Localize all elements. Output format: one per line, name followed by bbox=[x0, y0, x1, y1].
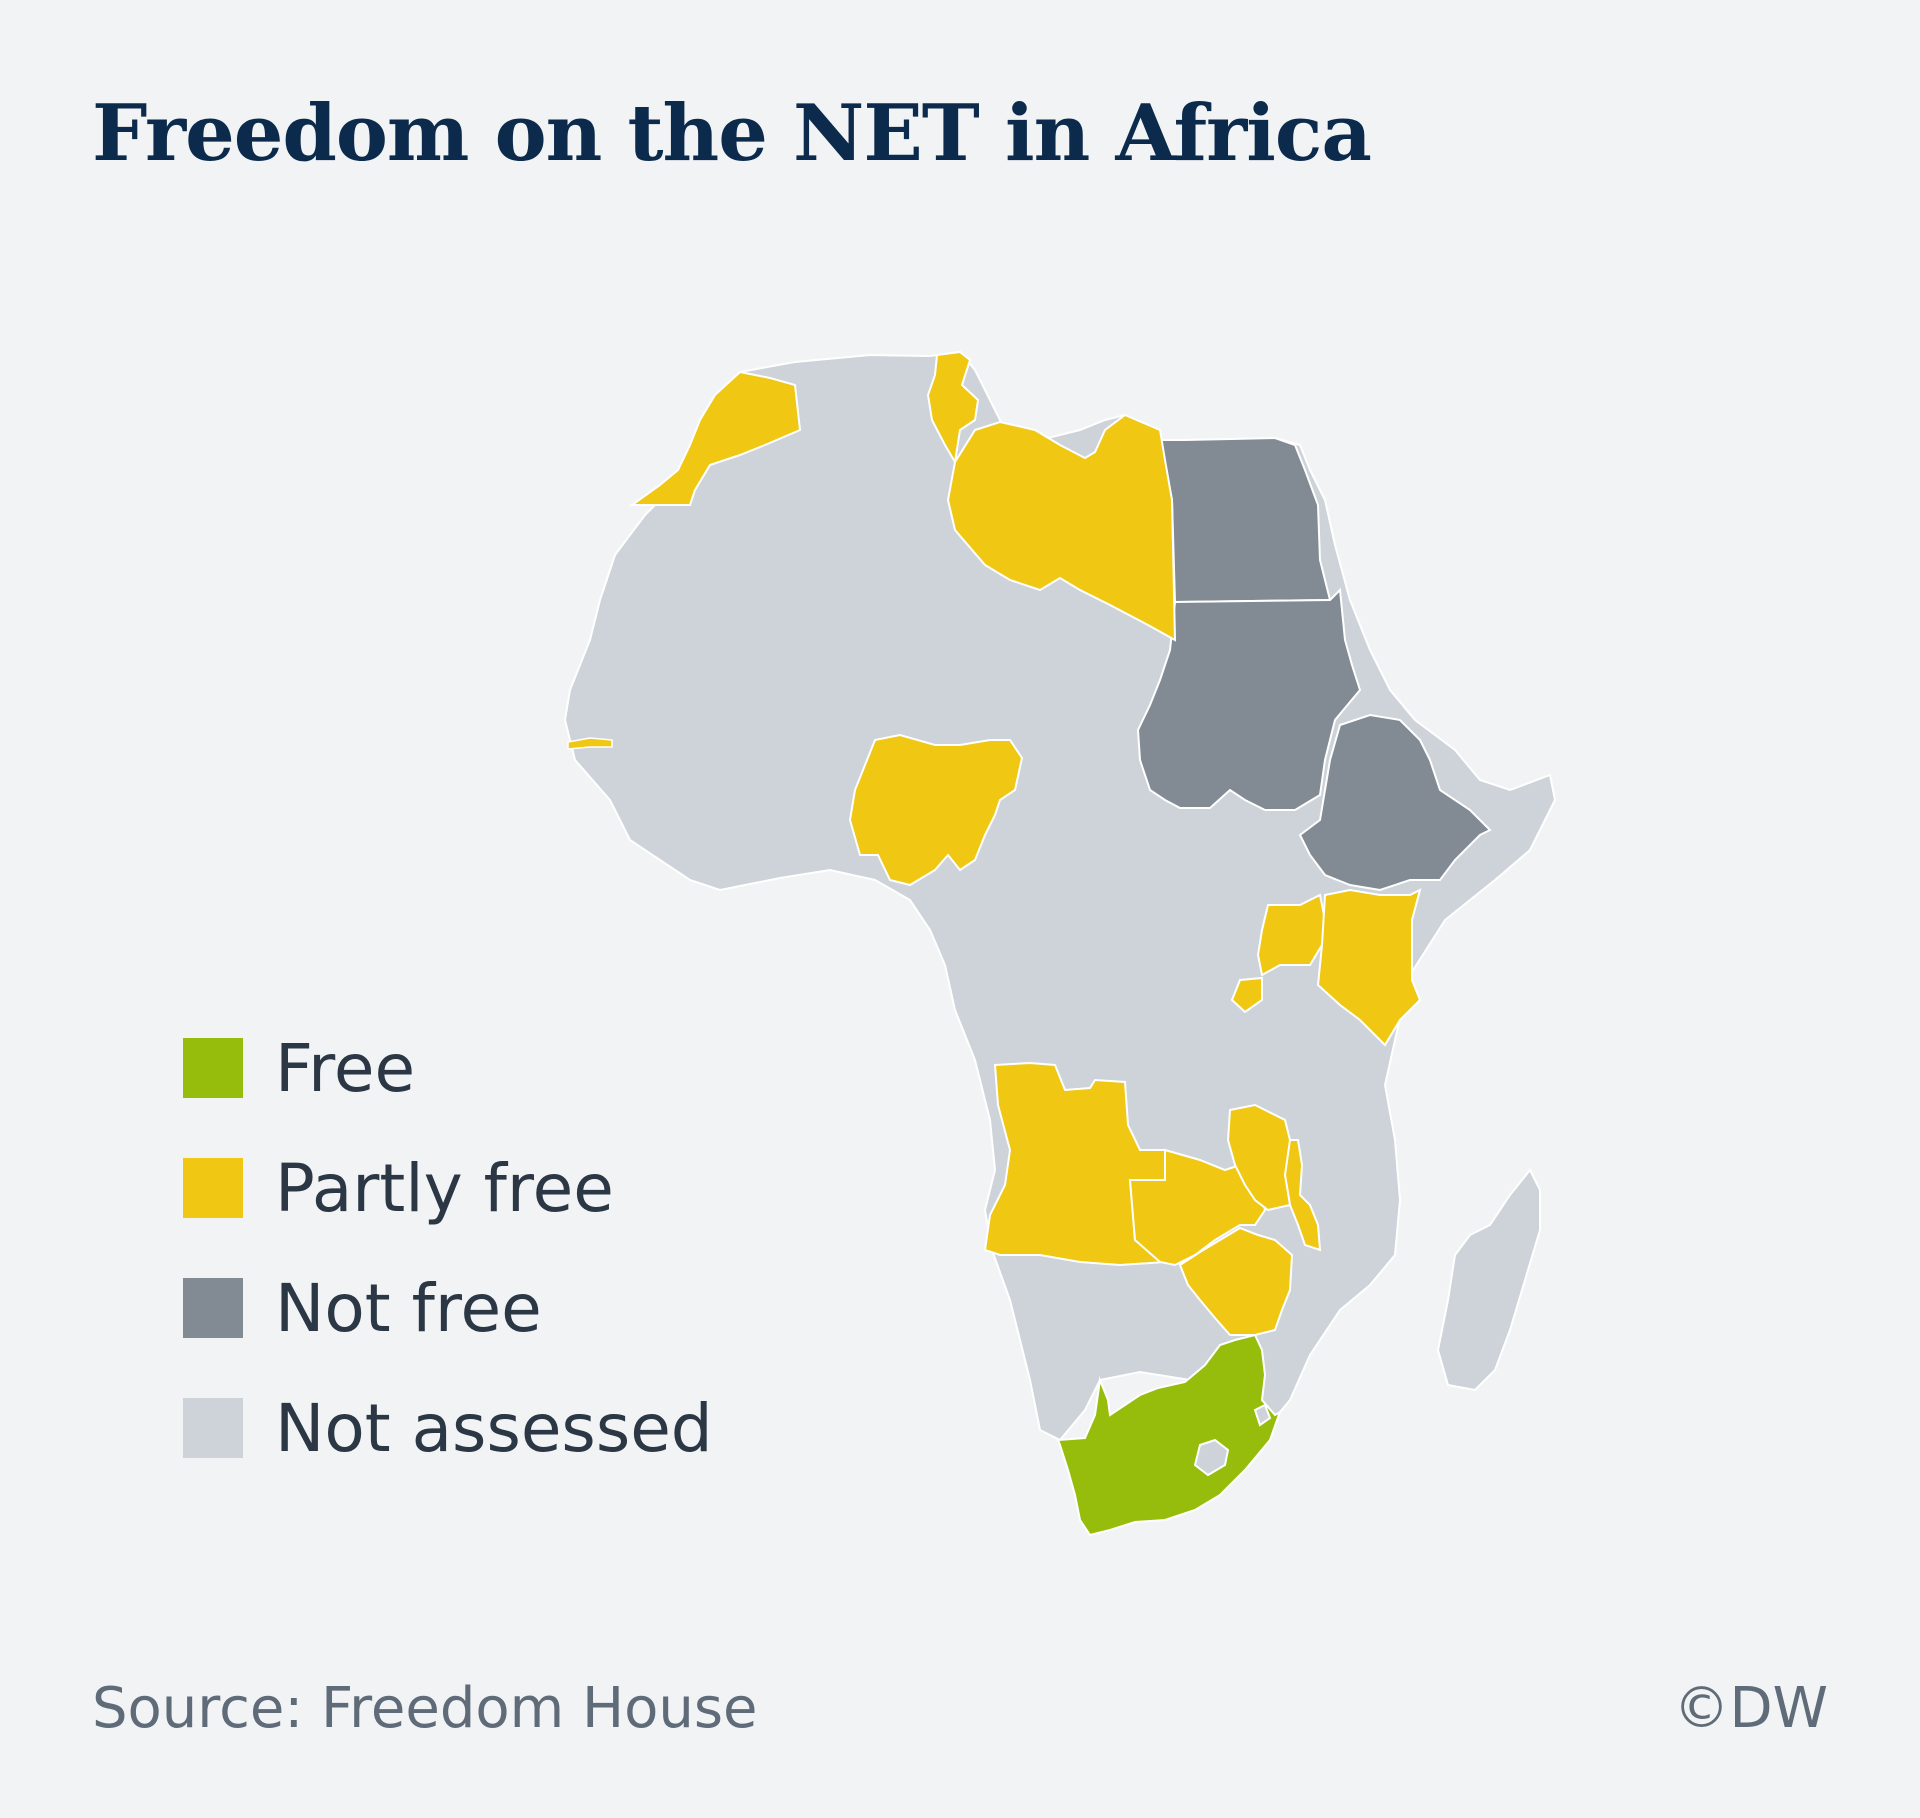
eswatini bbox=[1253, 1403, 1272, 1427]
zimbabwe bbox=[1178, 1226, 1294, 1336]
legend-item-free: Free bbox=[183, 1030, 713, 1107]
madagascar bbox=[1436, 1168, 1541, 1392]
ethiopia bbox=[1298, 713, 1492, 892]
copyright-credit: ©DW bbox=[1673, 1676, 1829, 1741]
legend-swatch-not-free bbox=[183, 1278, 243, 1338]
zambia-north bbox=[1226, 1103, 1292, 1212]
uganda bbox=[1256, 893, 1327, 977]
map-title: Freedom on the NET in Africa bbox=[92, 88, 1372, 179]
kenya bbox=[1316, 888, 1422, 1047]
legend-swatch-partly-free bbox=[183, 1158, 243, 1218]
zambia bbox=[1128, 1148, 1267, 1267]
morocco bbox=[628, 370, 802, 506]
legend-label-not-free: Not free bbox=[275, 1269, 542, 1347]
libya bbox=[946, 413, 1177, 642]
legend-swatch-free bbox=[183, 1038, 243, 1098]
sudan bbox=[1136, 587, 1362, 811]
map-legend: Free Partly free Not free Not assessed bbox=[183, 1030, 713, 1518]
the-gambia bbox=[567, 737, 613, 750]
south-africa bbox=[1056, 1333, 1282, 1537]
legend-label-not-assessed: Not assessed bbox=[275, 1389, 713, 1467]
rwanda bbox=[1230, 976, 1263, 1014]
legend-swatch-not-assessed bbox=[183, 1398, 243, 1458]
legend-label-partly-free: Partly free bbox=[275, 1149, 614, 1227]
legend-item-not-free: Not free bbox=[183, 1270, 713, 1347]
legend-item-partly-free: Partly free bbox=[183, 1150, 713, 1227]
legend-label-free: Free bbox=[275, 1029, 416, 1107]
nigeria bbox=[848, 733, 1024, 887]
legend-item-not-assessed: Not assessed bbox=[183, 1390, 713, 1467]
tunisia bbox=[926, 350, 980, 465]
source-credit: Source: Freedom House bbox=[92, 1676, 758, 1741]
lesotho bbox=[1193, 1438, 1230, 1477]
